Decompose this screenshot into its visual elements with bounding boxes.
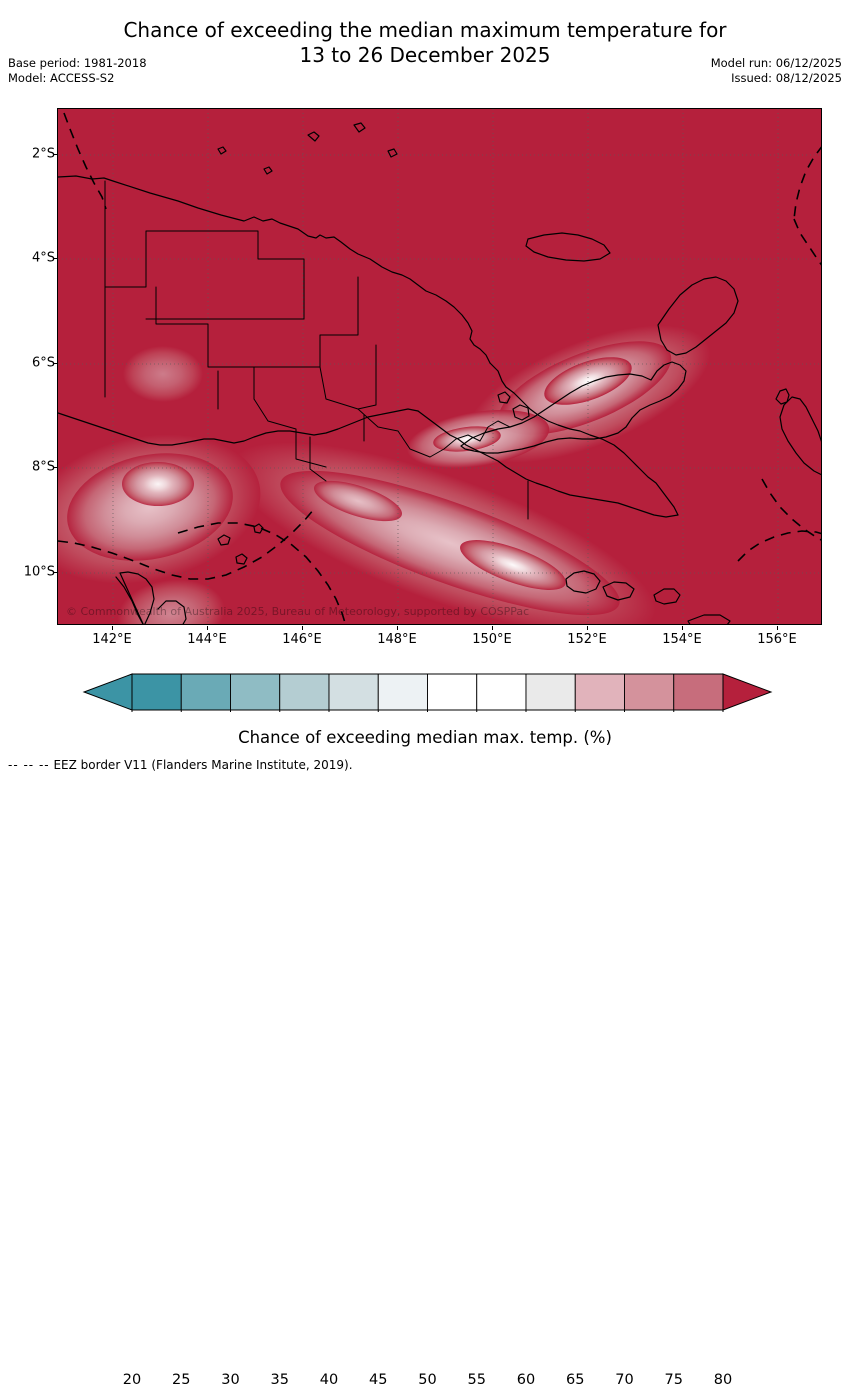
colorbar-segment <box>328 673 379 711</box>
ytick-label-4S: 4°S <box>31 250 55 266</box>
colorbar-tick-label: 70 <box>615 1372 634 1388</box>
base-period-text: Base period: 1981-2018 <box>8 56 147 70</box>
xtick-label-152E: 152°E <box>567 632 607 647</box>
colorbar-tick-label: 65 <box>566 1372 585 1388</box>
colorbar-segment <box>476 673 527 711</box>
colorbar-segment <box>180 673 231 711</box>
colorbar-segment <box>427 673 478 711</box>
ytick-label-2S: 2°S <box>31 146 55 162</box>
colorbar-segment <box>574 673 625 711</box>
colorbar-tick-label: 60 <box>516 1372 536 1388</box>
ytick-mark-10S <box>53 572 57 573</box>
colorbar-segment <box>230 673 281 711</box>
colorbar-axis-label: Chance of exceeding median max. temp. (%… <box>238 728 612 747</box>
xtick-mark-144E <box>207 626 208 630</box>
colorbar-svg <box>82 673 773 712</box>
colorbar-tick-marks <box>131 710 724 712</box>
xtick-mark-156E <box>777 626 778 630</box>
eez-note-text: EEZ border V11 (Flanders Marine Institut… <box>53 758 353 772</box>
ytick-mark-6S <box>53 363 57 364</box>
xtick-mark-146E <box>302 626 303 630</box>
eez-border <box>58 112 821 624</box>
eez-dash-key: -- -- -- <box>8 758 50 772</box>
colorbar-over-arrow <box>722 673 773 711</box>
xtick-label-148E: 148°E <box>377 632 417 647</box>
xtick-label-144E: 144°E <box>187 632 227 647</box>
colorbar-segment <box>525 673 576 711</box>
ytick-label-6S: 6°S <box>31 355 55 371</box>
colorbar-tick-label: 20 <box>122 1372 142 1388</box>
title-line-1: Chance of exceeding the median maximum t… <box>123 18 727 42</box>
title-line-2: 13 to 26 December 2025 <box>299 43 551 67</box>
xtick-label-154E: 154°E <box>662 632 702 647</box>
xtick-mark-154E <box>682 626 683 630</box>
colorbar-segment <box>624 673 675 711</box>
xtick-mark-142E <box>112 626 113 630</box>
issued-text: Issued: 08/12/2025 <box>731 71 842 85</box>
xtick-label-146E: 146°E <box>282 632 322 647</box>
coastlines <box>58 122 821 624</box>
ytick-mark-4S <box>53 258 57 259</box>
map-plot-area: © Commonwealth of Australia 2025, Bureau… <box>57 108 822 625</box>
colorbar-tick-label: 30 <box>221 1372 240 1388</box>
colorbar-segment <box>279 673 330 711</box>
colorbar-tick-label: 40 <box>319 1372 339 1388</box>
colorbar-tick-label: 50 <box>418 1372 437 1388</box>
colorbar-segment <box>377 673 428 711</box>
xtick-label-156E: 156°E <box>757 632 797 647</box>
colorbar-segments <box>131 673 724 711</box>
model-run-text: Model run: 06/12/2025 <box>710 56 842 70</box>
colorbar-tick-label: 45 <box>369 1372 388 1388</box>
ytick-label-8S: 8°S <box>31 459 55 475</box>
colorbar: 20 25 30 35 40 45 50 55 60 65 70 75 80 <box>0 672 850 1388</box>
colorbar-tick-label: 55 <box>467 1372 486 1388</box>
xtick-mark-148E <box>397 626 398 630</box>
colorbar-tick-label: 25 <box>172 1372 191 1388</box>
footer-note: -- -- -- EEZ border V11 (Flanders Marine… <box>8 758 353 772</box>
colorbar-tick-label: 35 <box>270 1372 289 1388</box>
colorbar-under-arrow <box>82 673 133 711</box>
map-attribution: © Commonwealth of Australia 2025, Bureau… <box>66 605 530 618</box>
ytick-mark-2S <box>53 154 57 155</box>
metadata-left: Base period: 1981-2018 Model: ACCESS-S2 <box>8 56 147 86</box>
colorbar-segment <box>131 673 182 711</box>
metadata-right: Model run: 06/12/2025 Issued: 08/12/2025 <box>711 56 842 86</box>
ytick-mark-8S <box>53 467 57 468</box>
map-svg <box>58 109 821 624</box>
xtick-mark-150E <box>492 626 493 630</box>
colorbar-tick-label: 80 <box>713 1372 733 1388</box>
xtick-label-150E: 150°E <box>472 632 512 647</box>
page-title: Chance of exceeding the median maximum t… <box>0 18 850 68</box>
ytick-label-10S: 10°S <box>23 564 55 580</box>
xtick-label-142E: 142°E <box>92 632 132 647</box>
model-text: Model: ACCESS-S2 <box>8 71 115 85</box>
colorbar-segment <box>673 673 724 711</box>
xtick-mark-152E <box>587 626 588 630</box>
colorbar-tick-label: 75 <box>664 1372 683 1388</box>
